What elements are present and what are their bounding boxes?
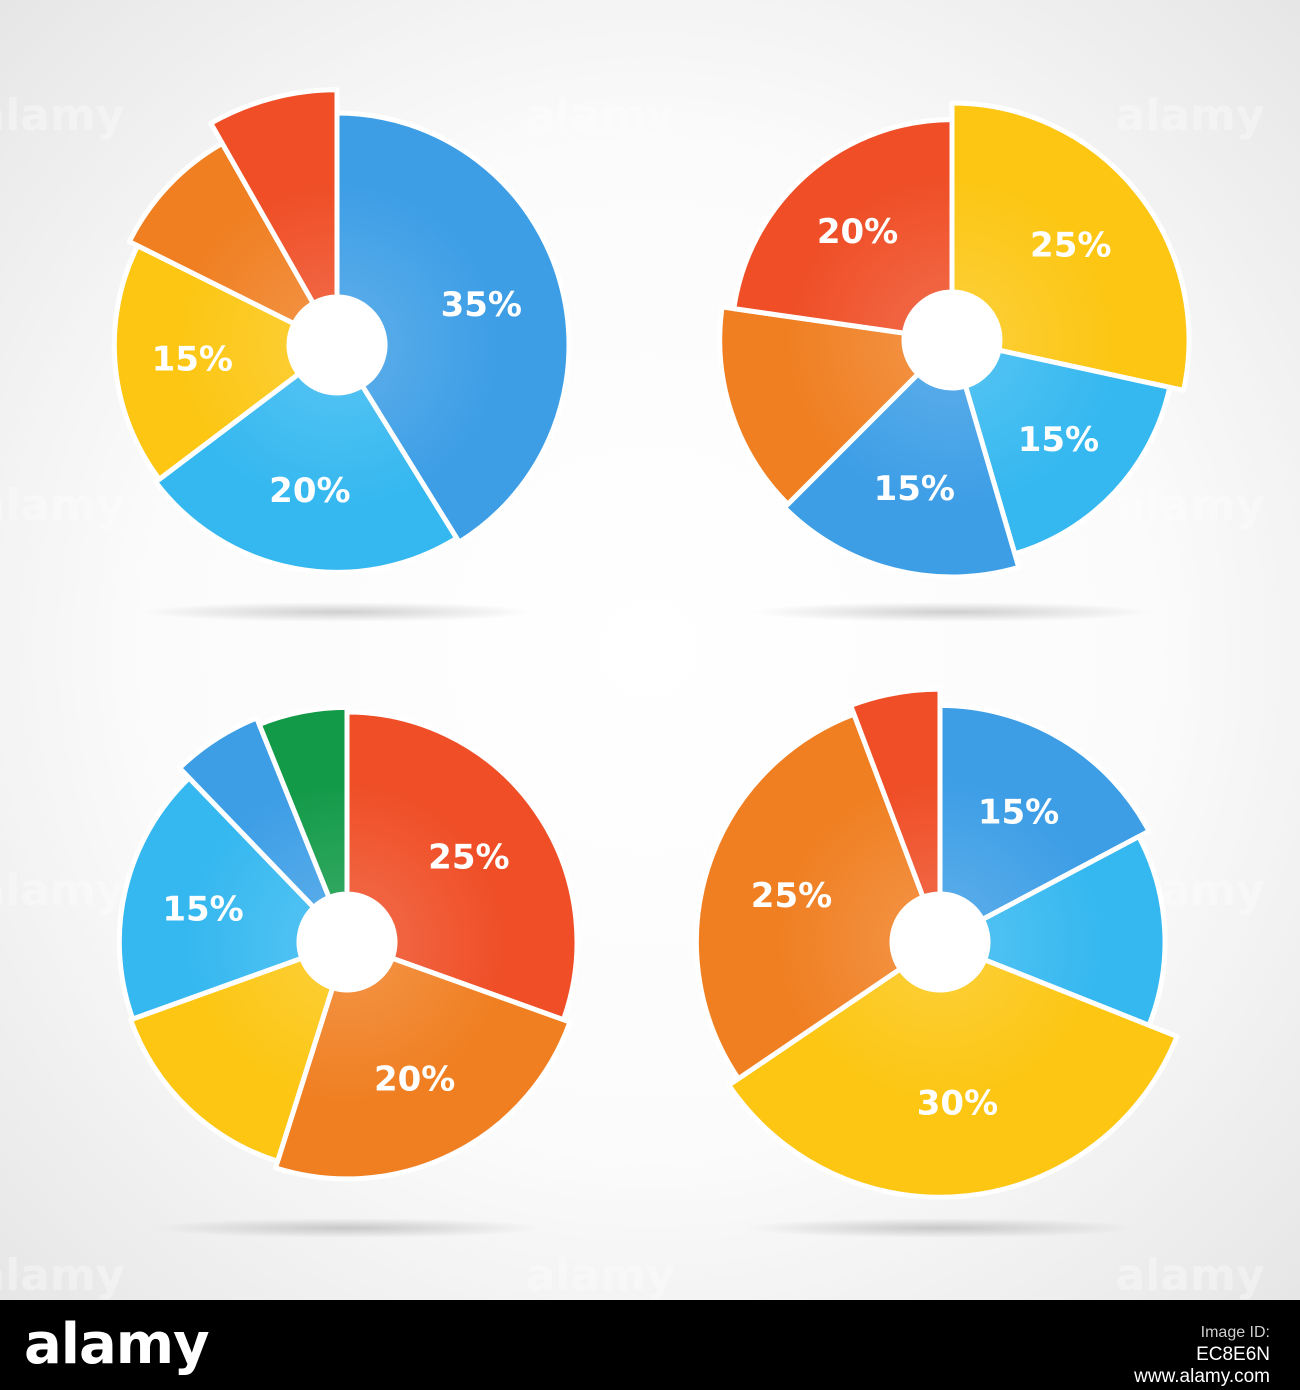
image-id-value: EC8E6N (1196, 1344, 1270, 1365)
chart-shadow (742, 1218, 1138, 1238)
image-id-label: Image ID: (1200, 1324, 1270, 1341)
watermark-text: alamy (1116, 90, 1265, 141)
pie-chart-3: 25%20%15% (116, 704, 580, 1238)
watermark-text: alamy (0, 1250, 125, 1300)
chart-shadow (151, 1218, 543, 1238)
watermark-text: alamy (526, 480, 675, 531)
watermark-text: alamy (0, 90, 125, 141)
pie-chart-2: 25%15%15%20% (717, 100, 1192, 622)
center-hole (892, 894, 988, 990)
watermark-text: alamy (0, 865, 125, 916)
footer-url: www.alamy.com (1134, 1366, 1270, 1387)
pie-chart-1: 35%20%15% (111, 87, 572, 622)
watermark-text: alamy (1116, 480, 1265, 531)
chart-shadow (139, 602, 535, 622)
pie-charts-canvas: alamy alamy alamy alamy alamy alamy alamy alamy… (0, 87, 1265, 1300)
center-hole (904, 292, 1000, 388)
watermark-text: alamy (526, 90, 675, 141)
watermark-text: alamy (0, 480, 125, 531)
watermark-text: alamy (526, 1250, 675, 1300)
watermark-text: alamy (1116, 1250, 1265, 1300)
center-hole (299, 894, 395, 990)
footer-bar: alamy Image ID: EC8E6N www.alamy.com (0, 1300, 1300, 1390)
image-id-block: Image ID: EC8E6N www.alamy.com (1134, 1322, 1270, 1388)
center-hole (289, 297, 385, 393)
chart-stage: alamy alamy alamy alamy alamy alamy alamy alamy… (0, 0, 1300, 1300)
brand-logo: alamy (24, 1312, 210, 1377)
pie-chart-4: 15%30%25% (693, 686, 1180, 1238)
chart-layer: 35%20%15% 25%15%15%20% 25%20%15%15%30%25% (111, 87, 1192, 1238)
chart-shadow (750, 602, 1154, 622)
